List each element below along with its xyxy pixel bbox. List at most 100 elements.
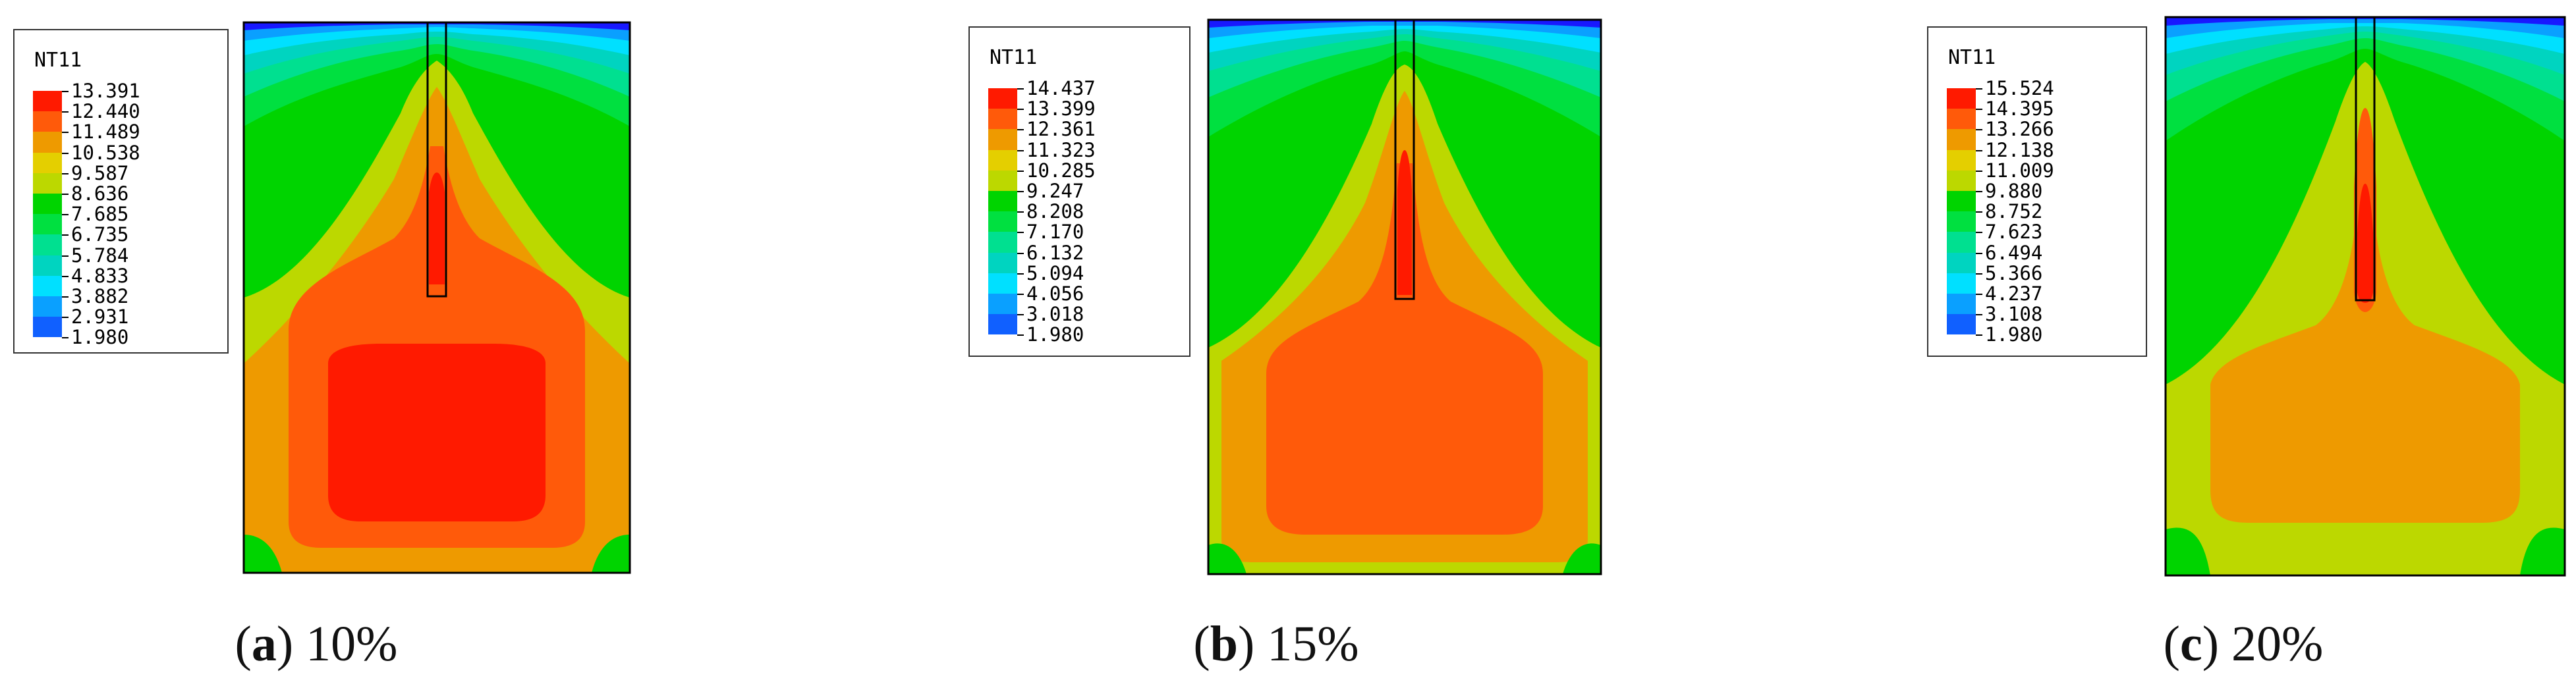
legend-tick bbox=[62, 296, 69, 298]
legend-title: NT11 bbox=[1948, 46, 1996, 69]
legend-color-swatch bbox=[33, 275, 62, 296]
legend-value: 12.361 bbox=[1026, 118, 1096, 141]
legend-color-swatch bbox=[33, 152, 62, 173]
legend-value: 5.366 bbox=[1985, 261, 2043, 284]
panel-b: NT11 14.437 13.399 12.361 11.323 10.285 9.247… bbox=[856, 0, 1713, 690]
legend-color-swatch bbox=[33, 214, 62, 235]
legend-color-swatch bbox=[988, 88, 1017, 109]
legend-tick bbox=[1017, 149, 1024, 151]
legend: NT11 15.524 14.395 13.266 12.138 11.009 9.880… bbox=[1927, 26, 2147, 357]
legend-value: 7.170 bbox=[1026, 221, 1084, 244]
legend-tick bbox=[1017, 314, 1024, 316]
legend-color-swatch bbox=[988, 170, 1017, 191]
legend-color-swatch bbox=[988, 191, 1017, 212]
legend-value: 9.587 bbox=[71, 161, 129, 184]
legend-tick bbox=[1017, 273, 1024, 275]
legend-color-swatch bbox=[1947, 109, 1976, 130]
legend-color-swatch bbox=[33, 296, 62, 317]
temperature-contour-plot bbox=[1207, 18, 1602, 575]
legend-color-swatch bbox=[1947, 170, 1976, 191]
legend-value: 6.735 bbox=[71, 223, 129, 246]
legend-value: 11.009 bbox=[1985, 159, 2054, 182]
legend-value: 3.882 bbox=[71, 285, 129, 307]
legend-color-swatch bbox=[988, 232, 1017, 253]
legend-value: 1.980 bbox=[1026, 323, 1084, 346]
legend-tick bbox=[62, 172, 69, 174]
legend-tick bbox=[62, 152, 69, 154]
legend-tick bbox=[1976, 88, 1982, 90]
temperature-contour-plot bbox=[2164, 16, 2566, 577]
legend-value: 2.931 bbox=[71, 305, 129, 329]
legend-color-swatch bbox=[988, 109, 1017, 130]
legend-tick bbox=[62, 132, 69, 134]
legend-tick bbox=[1976, 314, 1982, 316]
legend-value: 3.018 bbox=[1026, 303, 1084, 326]
legend-color-swatch bbox=[33, 194, 62, 215]
caption-text: 20% bbox=[2231, 616, 2324, 672]
legend-tick bbox=[62, 91, 69, 92]
legend-tick bbox=[1017, 232, 1024, 234]
caption-text: 15% bbox=[1267, 616, 1359, 672]
legend-value: 4.056 bbox=[1026, 282, 1084, 305]
legend-tick bbox=[62, 317, 69, 319]
caption-letter: b bbox=[1210, 616, 1238, 672]
legend-value: 1.980 bbox=[71, 326, 129, 349]
legend-color-swatch bbox=[988, 294, 1017, 315]
legend: NT11 14.437 13.399 12.361 11.323 10.285 9.247… bbox=[968, 26, 1190, 357]
legend-color-swatch bbox=[988, 149, 1017, 171]
legend-tick bbox=[1017, 294, 1024, 295]
legend-color-swatch bbox=[1947, 232, 1976, 253]
legend-value: 3.108 bbox=[1985, 303, 2043, 326]
caption: (b) 15% bbox=[1193, 616, 1359, 672]
legend-color-swatch bbox=[1947, 273, 1976, 294]
temperature-contour-plot bbox=[242, 21, 631, 574]
legend-value: 13.391 bbox=[71, 80, 140, 102]
legend-color-swatch bbox=[33, 255, 62, 276]
legend-tick bbox=[1017, 129, 1024, 131]
legend-value: 10.285 bbox=[1026, 159, 1096, 182]
legend-tick bbox=[1976, 252, 1982, 254]
legend-color-swatch bbox=[33, 317, 62, 338]
legend-tick bbox=[1976, 149, 1982, 151]
legend-tick bbox=[1017, 211, 1024, 213]
legend-tick bbox=[1017, 170, 1024, 172]
legend-color-swatch bbox=[1947, 88, 1976, 109]
legend-color-swatch bbox=[33, 234, 62, 255]
legend-value: 5.784 bbox=[71, 244, 129, 267]
legend-value: 12.440 bbox=[71, 100, 140, 123]
legend-color-swatch bbox=[988, 211, 1017, 232]
legend-tick bbox=[1017, 191, 1024, 192]
legend-tick bbox=[1976, 294, 1982, 295]
legend-tick bbox=[1976, 170, 1982, 172]
legend-value: 5.094 bbox=[1026, 261, 1084, 284]
legend-color-swatch bbox=[33, 132, 62, 153]
legend-tick bbox=[1976, 273, 1982, 275]
legend-value: 14.437 bbox=[1026, 77, 1096, 99]
legend-tick bbox=[1017, 88, 1024, 90]
legend-color-swatch bbox=[1947, 149, 1976, 171]
caption: (a) 10% bbox=[235, 616, 398, 672]
legend-color-swatch bbox=[988, 252, 1017, 273]
legend-tick bbox=[1017, 252, 1024, 254]
legend-tick bbox=[1976, 109, 1982, 111]
legend-tick bbox=[1976, 334, 1982, 336]
legend-color-swatch bbox=[988, 129, 1017, 150]
legend-color-swatch bbox=[1947, 252, 1976, 273]
legend-value: 15.524 bbox=[1985, 77, 2054, 99]
legend-color-swatch bbox=[1947, 191, 1976, 212]
legend-value: 1.980 bbox=[1985, 323, 2043, 346]
legend-tick bbox=[1976, 129, 1982, 131]
legend-value: 7.685 bbox=[71, 203, 129, 226]
legend-value: 11.323 bbox=[1026, 138, 1096, 161]
legend-value: 9.880 bbox=[1985, 180, 2043, 202]
legend-value: 13.399 bbox=[1026, 97, 1096, 120]
legend-color-swatch bbox=[1947, 314, 1976, 335]
legend-tick bbox=[1017, 109, 1024, 111]
legend-tick bbox=[1976, 191, 1982, 192]
legend-color-swatch bbox=[1947, 294, 1976, 315]
legend: NT11 13.391 12.440 11.489 10.538 9.587 8.636 7… bbox=[13, 29, 229, 354]
legend-value: 8.752 bbox=[1985, 200, 2043, 223]
legend-value: 4.833 bbox=[71, 264, 129, 287]
legend-value: 14.395 bbox=[1985, 97, 2054, 120]
legend-value: 11.489 bbox=[71, 120, 140, 144]
